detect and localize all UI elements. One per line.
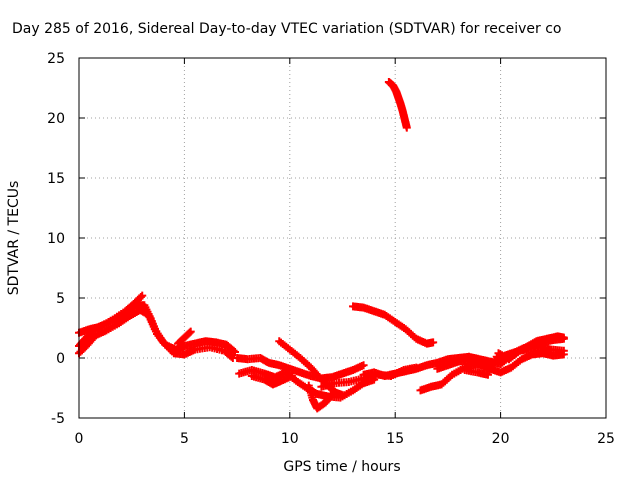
data-point [136, 293, 145, 301]
plot-frame [78, 57, 607, 419]
series-tail-c [433, 349, 568, 377]
series-tail-d [460, 343, 568, 379]
data-point [559, 346, 568, 355]
series-early-upper [75, 291, 147, 337]
x-tick-label: 10 [281, 431, 299, 447]
series-early-lower [75, 306, 237, 362]
tick-labels: 0 5 10 15 20 25 -5 0 5 10 15 20 25 [47, 51, 615, 447]
data-point [429, 338, 438, 347]
chart-title: Day 285 of 2016, Sidereal Day-to-day VTE… [12, 21, 561, 37]
series-hump-13-17 [349, 302, 438, 348]
x-axis-label: GPS time / hours [283, 459, 400, 475]
series-spike-5 [174, 327, 195, 348]
y-tick-label: -5 [51, 411, 65, 427]
series-high-arc [384, 78, 411, 132]
data-point [402, 123, 411, 132]
data-point [230, 348, 239, 356]
series-mid-d [304, 381, 336, 413]
y-tick-label: 0 [56, 351, 65, 367]
data-point [327, 390, 336, 398]
grid [79, 58, 606, 418]
data-point [227, 352, 236, 361]
y-axis-label: SDTVAR / TECUs [6, 181, 22, 296]
data-point [326, 391, 335, 400]
y-tick-label: 10 [47, 231, 65, 247]
y-tick-label: 5 [56, 291, 65, 307]
x-tick-label: 25 [597, 431, 615, 447]
data-points [75, 78, 568, 413]
x-tick-label: 5 [180, 431, 189, 447]
y-tick-label: 25 [47, 51, 65, 67]
data-point [287, 372, 296, 380]
x-tick-label: 20 [492, 431, 510, 447]
data-point [229, 346, 238, 355]
data-point [359, 361, 368, 370]
series-mid-e [247, 372, 296, 389]
y-tick-label: 15 [47, 171, 65, 187]
y-tick-label: 20 [47, 111, 65, 127]
axis-ticks [78, 57, 607, 419]
series-mid-a [233, 354, 368, 383]
data-point [138, 291, 147, 300]
data-point [559, 333, 568, 342]
data-point [186, 327, 195, 336]
data-point [338, 391, 347, 400]
x-tick-label: 15 [386, 431, 404, 447]
x-tick-label: 0 [75, 431, 84, 447]
